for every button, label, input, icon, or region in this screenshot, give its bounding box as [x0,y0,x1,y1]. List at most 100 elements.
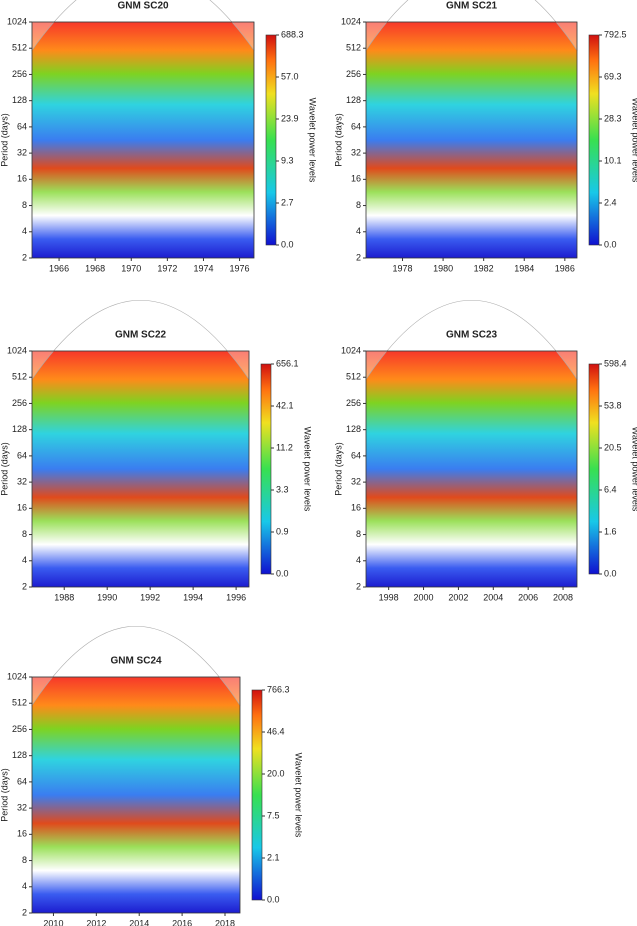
y-tick-label: 2 [22,581,27,591]
y-tick-label: 32 [17,476,27,486]
y-tick-label: 2 [356,252,361,262]
y-tick-label: 1024 [341,16,361,26]
colorbar-tick-label: 2.7 [281,197,294,207]
x-tick-label: 2006 [518,592,538,602]
y-tick-label: 4 [356,555,361,565]
colorbar-tick-label: 0.0 [267,894,280,904]
y-tick-label: 32 [351,476,361,486]
colorbar [265,34,277,246]
y-tick-label: 512 [12,372,27,382]
y-tick-label: 16 [17,174,27,184]
x-tick-label: 2008 [553,592,573,602]
colorbar-tick-label: 656.1 [276,358,299,368]
colorbar-tick-label: 23.9 [281,113,299,123]
y-tick-label: 1024 [341,345,361,355]
y-tick-label: 2 [22,907,27,917]
y-axis-label: Period (days) [0,113,9,167]
x-tick-label: 2002 [448,592,468,602]
x-tick-label: 1970 [121,263,141,273]
panel-title: GNM SC21 [446,1,498,12]
x-tick-label: 2016 [172,918,192,926]
colorbar-tick-label: 598.4 [604,358,627,368]
x-tick-label: 1988 [54,592,74,602]
y-tick-label: 32 [351,147,361,157]
cone-of-influence [365,299,578,381]
y-tick-label: 128 [12,424,27,434]
wavelet-power-image [32,22,254,258]
wavelet-power-image [366,351,577,587]
colorbar [251,689,263,901]
plot-frame [365,21,578,259]
y-tick-label: 64 [17,776,27,786]
y-tick-label: 16 [17,503,27,513]
x-tick-label: 1966 [49,263,69,273]
y-tick-label: 16 [351,503,361,513]
y-tick-label: 1024 [7,16,27,26]
x-tick-label: 1996 [226,592,246,602]
y-tick-label: 8 [356,529,361,539]
x-tick-label: 1972 [157,263,177,273]
y-tick-label: 512 [12,43,27,53]
x-tick-label: 2004 [483,592,503,602]
y-tick-label: 8 [22,855,27,865]
x-tick-label: 1984 [514,263,534,273]
y-tick-label: 8 [356,200,361,210]
y-tick-label: 256 [12,69,27,79]
x-tick-label: 1968 [85,263,105,273]
colorbar-tick-label: 9.3 [281,155,294,165]
y-tick-label: 512 [346,372,361,382]
x-tick-label: 1980 [433,263,453,273]
colorbar-tick-label: 11.2 [276,442,293,452]
colorbar-label: Wavelet power levels [303,427,313,512]
cone-of-influence [31,625,241,707]
x-tick-label: 1974 [193,263,213,273]
colorbar-tick-label: 0.0 [281,239,294,249]
colorbar [588,363,600,575]
x-tick-label: 1986 [555,263,575,273]
x-tick-label: 2000 [414,592,434,602]
x-tick-label: 1990 [97,592,117,602]
plot-frame [365,350,578,588]
colorbar-tick-label: 3.3 [276,484,289,494]
y-tick-label: 128 [12,95,27,105]
y-tick-label: 8 [22,200,27,210]
colorbar-tick-label: 2.1 [267,852,280,862]
x-tick-label: 1992 [140,592,160,602]
y-tick-label: 32 [17,802,27,812]
y-axis-label: Period (days) [0,768,9,822]
colorbar-tick-label: 792.5 [604,29,627,39]
y-tick-label: 8 [22,529,27,539]
panel-title: GNM SC23 [446,330,498,341]
x-tick-label: 1978 [393,263,413,273]
plot-frame [31,21,255,259]
colorbar-tick-label: 42.1 [276,400,294,410]
colorbar-label: Wavelet power levels [308,98,318,183]
colorbar [588,34,600,246]
y-tick-label: 256 [346,398,361,408]
y-tick-label: 4 [356,226,361,236]
colorbar-tick-label: 7.5 [267,810,280,820]
colorbar-tick-label: 69.3 [604,71,622,81]
y-tick-label: 4 [22,881,27,891]
colorbar-tick-label: 2.4 [604,197,617,207]
cone-of-influence [365,0,578,52]
y-tick-label: 64 [351,450,361,460]
colorbar-tick-label: 766.3 [267,684,290,694]
x-tick-label: 2010 [43,918,63,926]
x-tick-label: 2012 [86,918,106,926]
colorbar-tick-label: 28.3 [604,113,622,123]
wavelet-power-image [32,677,240,913]
y-tick-label: 256 [12,724,27,734]
colorbar-tick-label: 53.8 [604,400,622,410]
colorbar-label: Wavelet power levels [631,427,637,512]
y-tick-label: 16 [17,829,27,839]
colorbar-tick-label: 0.9 [276,526,289,536]
x-tick-label: 2018 [215,918,235,926]
y-tick-label: 2 [356,581,361,591]
colorbar-tick-label: 0.0 [276,568,289,578]
y-tick-label: 128 [346,424,361,434]
colorbar-tick-label: 6.4 [604,484,617,494]
y-axis-label: Period (days) [333,113,343,167]
y-tick-label: 64 [17,450,27,460]
